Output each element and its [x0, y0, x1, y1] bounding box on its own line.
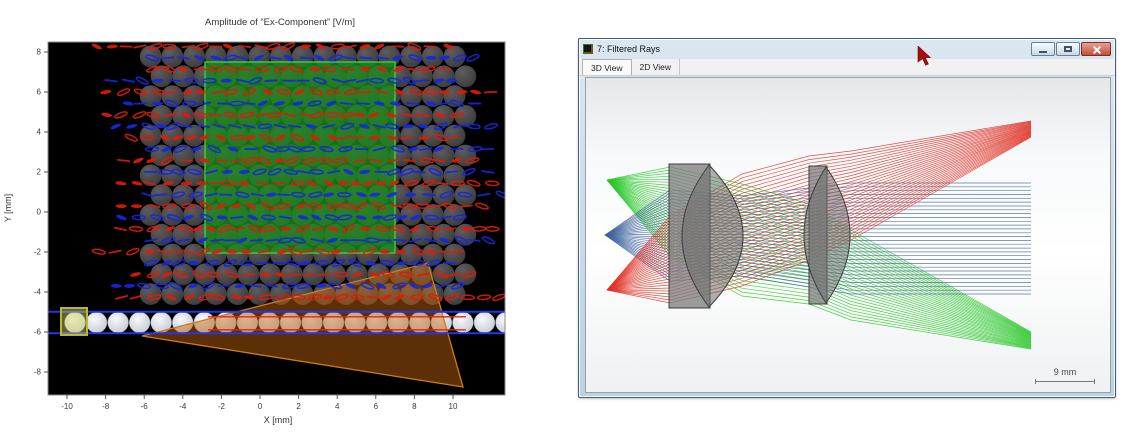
y-tick-label: 2 [37, 168, 42, 177]
app-icon [583, 44, 593, 54]
maximize-icon [1064, 46, 1072, 52]
ray-diagram-canvas [586, 78, 1110, 392]
x-tick-label: -4 [179, 402, 187, 411]
x-tick-label: 6 [374, 402, 379, 411]
window-controls [1031, 42, 1111, 56]
view-tabs: 3D View 2D View [579, 59, 1115, 76]
scale-bar-line [1035, 379, 1095, 384]
x-tick-label: -6 [141, 402, 149, 411]
field-plot-panel: Amplitude of “Ex-Component” [V/m] -10-8-… [0, 0, 560, 448]
window-titlebar[interactable]: 7: Filtered Rays [579, 39, 1115, 59]
field-plot-canvas: -10 -8 -6 -4 -2 0 2 4 6 8 10 8 6 4 2 0 -2 -4 -6 -8 [0, 0, 560, 448]
x-tick-label: 0 [258, 402, 263, 411]
x-tick-label: 4 [335, 402, 340, 411]
tab-3d-view[interactable]: 3D View [582, 59, 632, 75]
window-title: 7: Filtered Rays [597, 44, 660, 54]
y-tick-label: 4 [37, 128, 42, 137]
y-tick-label: 0 [37, 208, 42, 217]
ray-viewport[interactable]: 9 mm [585, 77, 1111, 393]
y-tick-label: -6 [34, 328, 42, 337]
tab-2d-view[interactable]: 2D View [632, 59, 681, 75]
minimize-icon [1039, 51, 1047, 53]
y-tick-label: 8 [37, 48, 42, 57]
x-tick-label: -10 [61, 402, 73, 411]
scale-bar-label: 9 mm [1035, 367, 1095, 377]
y-tick-label: -8 [34, 368, 42, 377]
y-tick-label: -4 [34, 288, 42, 297]
selection-box [61, 308, 87, 335]
screenshot-root: Amplitude of “Ex-Component” [V/m] -10-8-… [0, 0, 1124, 448]
y-tick-label: 6 [37, 88, 42, 97]
x-tick-label: -2 [218, 402, 226, 411]
x-tick-label: 10 [449, 402, 458, 411]
x-tick-label: -8 [102, 402, 110, 411]
x-tick-label: 8 [412, 402, 417, 411]
close-button[interactable] [1081, 42, 1111, 56]
plot-title: Amplitude of “Ex-Component” [V/m] [0, 17, 560, 28]
lenses [669, 164, 850, 308]
maximize-button[interactable] [1056, 42, 1080, 56]
y-axis-label: Y [mm] [3, 178, 13, 238]
filtered-rays-window: 7: Filtered Rays 3D View 2D View 9 mm [578, 38, 1116, 398]
scale-bar: 9 mm [1035, 367, 1095, 384]
x-axis-label: X [mm] [0, 415, 556, 425]
minimize-button[interactable] [1031, 42, 1055, 56]
x-tick-label: 2 [296, 402, 301, 411]
y-tick-label: -2 [34, 248, 42, 257]
